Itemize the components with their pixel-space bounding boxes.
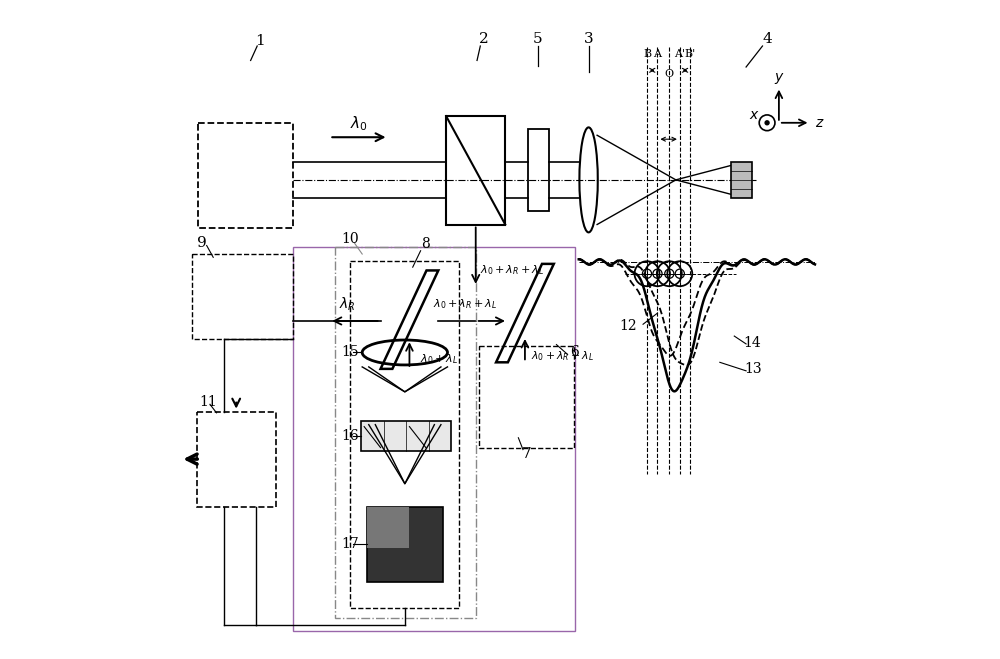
Text: $x$: $x$ (749, 108, 759, 122)
Text: $y$: $y$ (774, 71, 784, 86)
Text: 8: 8 (421, 237, 430, 251)
Bar (192, 254, 293, 339)
Bar (350, 260, 459, 608)
Text: A: A (653, 49, 661, 59)
Text: O: O (665, 69, 674, 78)
Text: 1: 1 (256, 34, 265, 47)
Text: 11: 11 (199, 395, 217, 409)
Text: $\lambda_0+\lambda_R+\lambda_L$: $\lambda_0+\lambda_R+\lambda_L$ (480, 264, 544, 277)
Text: 10: 10 (341, 232, 359, 246)
Text: 2: 2 (479, 32, 488, 46)
Text: 15: 15 (341, 345, 359, 359)
Text: 4: 4 (763, 32, 773, 46)
Text: 3: 3 (584, 32, 593, 46)
Text: $\lambda_R$: $\lambda_R$ (339, 296, 356, 313)
Text: 14: 14 (744, 335, 762, 350)
Bar (367, 507, 443, 582)
Bar (446, 116, 505, 225)
Text: $\lambda_0+\lambda_L$: $\lambda_0+\lambda_L$ (420, 352, 459, 366)
Bar (335, 248, 476, 618)
Text: 17: 17 (341, 537, 359, 552)
Bar (528, 129, 549, 212)
Text: $\lambda_0+\lambda_R+\lambda_L$: $\lambda_0+\lambda_R+\lambda_L$ (531, 349, 595, 362)
Bar (361, 421, 451, 451)
Bar (198, 123, 293, 228)
Text: B': B' (685, 49, 696, 59)
Text: 16: 16 (341, 429, 359, 443)
Text: $\lambda_0$: $\lambda_0$ (350, 115, 368, 134)
Text: 6: 6 (570, 345, 579, 359)
Text: 7: 7 (521, 447, 531, 461)
Circle shape (765, 121, 769, 125)
Text: 13: 13 (744, 362, 761, 376)
Text: 12: 12 (619, 319, 637, 333)
Text: A': A' (674, 49, 685, 59)
Text: 9: 9 (197, 236, 207, 250)
Text: 5: 5 (533, 32, 543, 46)
Text: $z$: $z$ (815, 116, 824, 130)
Bar (479, 346, 574, 447)
Text: B: B (643, 49, 651, 59)
Bar (293, 248, 575, 631)
Bar (197, 411, 276, 507)
Text: $\lambda_0+\lambda_R+\lambda_L$: $\lambda_0+\lambda_R+\lambda_L$ (433, 298, 497, 312)
Bar (367, 507, 409, 548)
Bar (731, 162, 752, 198)
